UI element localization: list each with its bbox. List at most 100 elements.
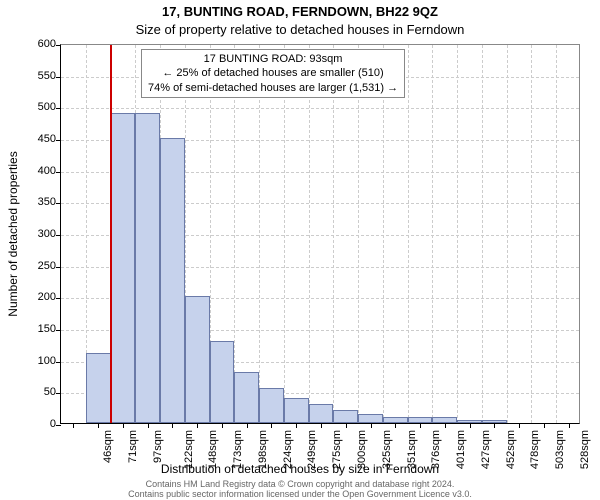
y-tick-label: 400 xyxy=(16,165,56,177)
x-tick xyxy=(445,423,446,428)
gridline-v xyxy=(234,45,235,423)
x-tick-label: 300sqm xyxy=(356,430,368,469)
y-tick xyxy=(56,298,61,299)
x-tick-label: 401sqm xyxy=(455,430,467,469)
gridline-v xyxy=(457,45,458,423)
x-tick-label: 478sqm xyxy=(529,430,541,469)
x-tick xyxy=(494,423,495,428)
y-tick-label: 100 xyxy=(16,355,56,367)
y-tick-label: 450 xyxy=(16,133,56,145)
y-tick-label: 300 xyxy=(16,228,56,240)
x-tick-label: 122sqm xyxy=(183,430,195,469)
x-tick-label: 325sqm xyxy=(381,430,393,469)
gridline-v xyxy=(507,45,508,423)
x-tick xyxy=(321,423,322,428)
y-tick-label: 50 xyxy=(16,386,56,398)
histogram-bar xyxy=(259,388,284,423)
x-tick-label: 148sqm xyxy=(208,430,220,469)
histogram-bar xyxy=(160,138,185,423)
x-tick-label: 275sqm xyxy=(331,430,343,469)
x-tick xyxy=(346,423,347,428)
annotation-box: 17 BUNTING ROAD: 93sqm← 25% of detached … xyxy=(141,49,405,98)
x-tick-label: 46sqm xyxy=(102,430,114,463)
y-tick-label: 500 xyxy=(16,101,56,113)
x-tick xyxy=(296,423,297,428)
y-tick xyxy=(56,108,61,109)
gridline-v xyxy=(259,45,260,423)
chart-footer: Contains HM Land Registry data © Crown c… xyxy=(0,480,600,500)
x-tick xyxy=(73,423,74,428)
histogram-bar xyxy=(210,341,235,423)
gridline-v xyxy=(309,45,310,423)
gridline-v xyxy=(383,45,384,423)
x-tick xyxy=(222,423,223,428)
histogram-bar xyxy=(309,404,334,423)
y-tick xyxy=(56,330,61,331)
y-tick xyxy=(56,393,61,394)
y-tick-label: 550 xyxy=(16,70,56,82)
gridline-v xyxy=(358,45,359,423)
x-tick-label: 503sqm xyxy=(554,430,566,469)
x-tick-label: 71sqm xyxy=(127,430,139,463)
x-tick xyxy=(172,423,173,428)
x-tick xyxy=(519,423,520,428)
x-tick-label: 427sqm xyxy=(480,430,492,469)
y-tick xyxy=(56,77,61,78)
y-tick xyxy=(56,45,61,46)
gridline-v xyxy=(284,45,285,423)
histogram-bar xyxy=(111,113,136,423)
histogram-bar xyxy=(234,372,259,423)
x-tick-label: 376sqm xyxy=(430,430,442,469)
y-tick xyxy=(56,425,61,426)
x-tick xyxy=(148,423,149,428)
x-tick xyxy=(197,423,198,428)
gridline-v xyxy=(556,45,557,423)
gridline-v xyxy=(531,45,532,423)
annotation-line-2: ← 25% of detached houses are smaller (51… xyxy=(148,66,398,80)
property-size-chart: 17, BUNTING ROAD, FERNDOWN, BH22 9QZ Siz… xyxy=(0,0,600,500)
x-tick xyxy=(271,423,272,428)
y-tick xyxy=(56,235,61,236)
x-tick xyxy=(569,423,570,428)
property-marker-line xyxy=(110,45,112,423)
x-tick-label: 198sqm xyxy=(257,430,269,469)
x-tick xyxy=(98,423,99,428)
x-tick-label: 173sqm xyxy=(232,430,244,469)
gridline-v xyxy=(333,45,334,423)
histogram-bar xyxy=(358,414,383,424)
y-tick xyxy=(56,140,61,141)
y-tick xyxy=(56,172,61,173)
x-tick-label: 452sqm xyxy=(505,430,517,469)
y-tick-label: 600 xyxy=(16,38,56,50)
x-tick xyxy=(123,423,124,428)
x-tick-label: 528sqm xyxy=(579,430,591,469)
chart-subtitle: Size of property relative to detached ho… xyxy=(0,22,600,37)
y-tick xyxy=(56,203,61,204)
x-tick xyxy=(544,423,545,428)
histogram-bar xyxy=(86,353,111,423)
histogram-bar xyxy=(333,410,358,423)
x-tick-label: 249sqm xyxy=(307,430,319,469)
x-tick xyxy=(247,423,248,428)
y-tick xyxy=(56,267,61,268)
x-tick-label: 224sqm xyxy=(282,430,294,469)
gridline-v xyxy=(408,45,409,423)
gridline-h xyxy=(61,108,579,109)
y-tick-label: 0 xyxy=(16,418,56,430)
annotation-line-1: 17 BUNTING ROAD: 93sqm xyxy=(148,52,398,66)
y-tick-label: 250 xyxy=(16,260,56,272)
histogram-bar xyxy=(185,296,210,423)
annotation-line-3: 74% of semi-detached houses are larger (… xyxy=(148,81,398,95)
x-tick xyxy=(395,423,396,428)
chart-title-address: 17, BUNTING ROAD, FERNDOWN, BH22 9QZ xyxy=(0,4,600,19)
gridline-v xyxy=(432,45,433,423)
x-tick-label: 351sqm xyxy=(406,430,418,469)
x-tick xyxy=(470,423,471,428)
footer-line-2: Contains public sector information licen… xyxy=(0,490,600,500)
x-tick-label: 97sqm xyxy=(152,430,164,463)
histogram-bar xyxy=(284,398,309,423)
y-tick-label: 350 xyxy=(16,196,56,208)
histogram-bar xyxy=(135,113,160,423)
plot-area: 17 BUNTING ROAD: 93sqm← 25% of detached … xyxy=(60,44,580,424)
x-tick xyxy=(420,423,421,428)
